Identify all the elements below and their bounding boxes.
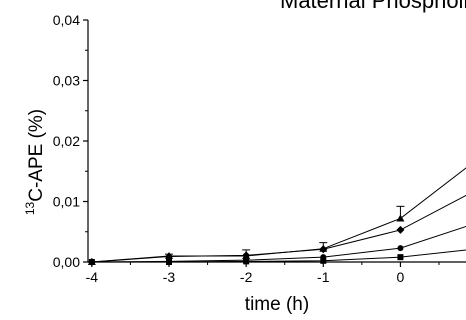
x-tick-label: -4 [86, 269, 99, 285]
data-point-diamond [319, 245, 328, 254]
y-tick-label: 0,00 [53, 254, 80, 270]
y-axis-label-text: C-APE (%) [26, 109, 47, 202]
x-tick-label: -3 [163, 269, 176, 285]
data-point-circle [397, 245, 404, 252]
x-tick-label: 0 [397, 269, 405, 285]
data-point-square [166, 259, 172, 265]
series-line [91, 225, 466, 263]
data-point-diamond [242, 251, 251, 260]
chart-title: Maternal Phospholipids [280, 0, 466, 13]
x-axis-label: time (h) [245, 294, 309, 315]
data-point-square [320, 257, 327, 264]
series-line [91, 194, 466, 263]
data-point-square [88, 259, 95, 265]
y-tick-label: 0,01 [53, 194, 80, 210]
data-point-square [397, 254, 404, 261]
data-point-diamond [396, 225, 405, 234]
data-point-diamond [165, 252, 173, 261]
data-point-triangle [396, 214, 405, 222]
svg-text:13C-APE (%): 13C-APE (%) [23, 109, 47, 215]
x-tick-label: -2 [240, 269, 253, 285]
x-tick-label: -1 [317, 269, 330, 285]
y-tick-label: 0,04 [53, 12, 80, 28]
data-point-square [243, 258, 250, 265]
series-line [91, 249, 466, 263]
plot-area [88, 167, 466, 266]
y-axis-label: 13C-APE (%) [23, 109, 47, 215]
y-tick-label: 0,03 [53, 73, 80, 89]
y-tick-label: 0,02 [53, 133, 80, 149]
ticks: 0,00 0,01 0,02 0,03 0,04 -4 -3 -2 -1 0 [53, 12, 440, 285]
series-line [91, 167, 466, 263]
y-axis-label-superscript: 13 [23, 201, 37, 215]
